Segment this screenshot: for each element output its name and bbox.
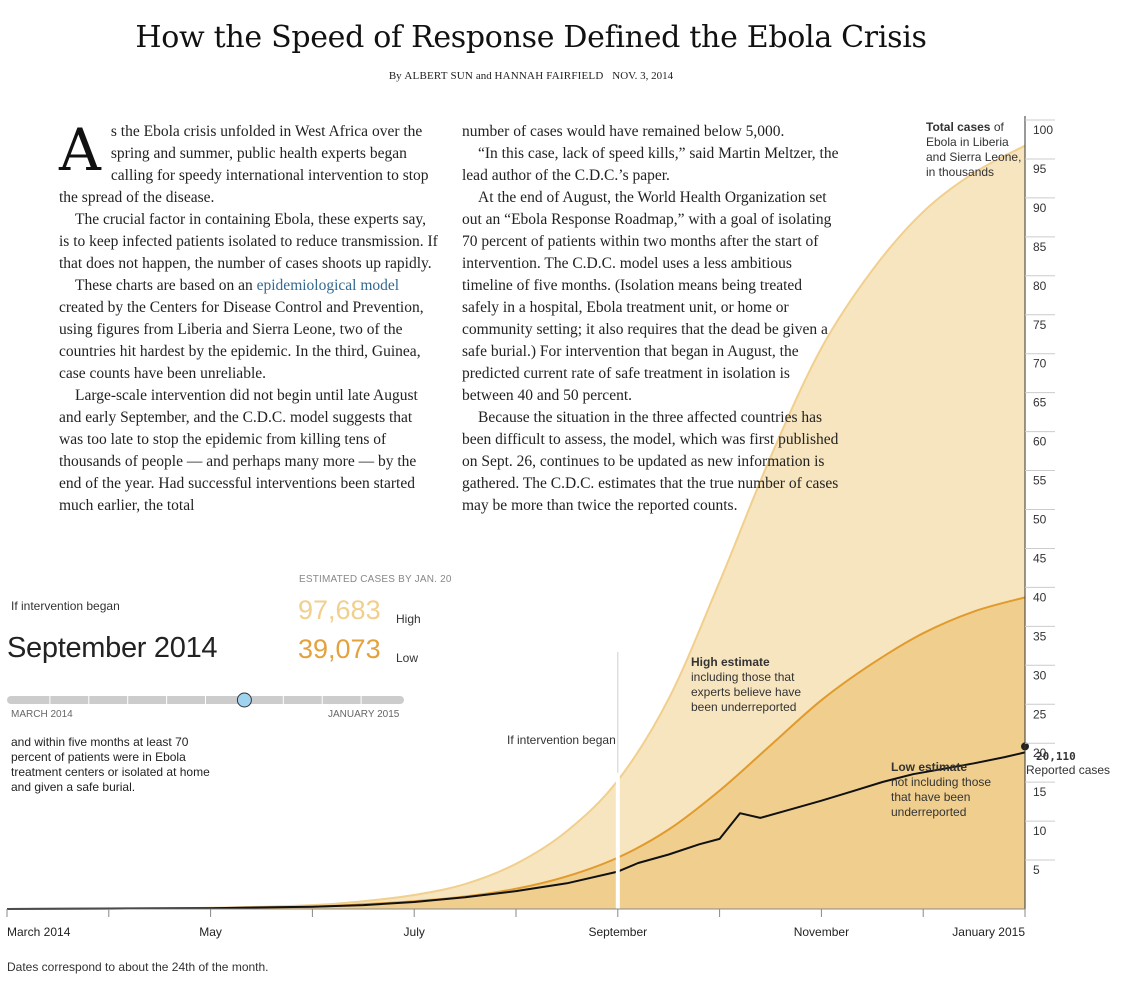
y-tick-label: 50 [1033, 513, 1047, 527]
page-title: How the Speed of Response Defined the Eb… [135, 20, 927, 55]
y-tick-label: 100 [1033, 123, 1053, 137]
article-text: created by the Centers for Disease Contr… [59, 299, 424, 382]
y-tick-label: 85 [1033, 240, 1047, 254]
estimate-header: ESTIMATED CASES BY JAN. 20 [299, 574, 452, 585]
byline-date: NOV. 3, 2014 [612, 70, 674, 82]
high-estimate-value: 97,683 [298, 595, 381, 625]
y-tick-label: 60 [1033, 435, 1047, 449]
slider-handle[interactable] [236, 692, 252, 708]
x-tick-label: September [588, 925, 647, 939]
x-tick-label: January 2015 [952, 925, 1025, 939]
article-column-2: number of cases would have remained belo… [462, 121, 842, 517]
low-estimate-annotation: Low estimate not including those that ha… [891, 760, 1011, 820]
x-tick-label: November [794, 925, 849, 939]
y-tick-label: 15 [1033, 785, 1047, 799]
byline-prefix: By [388, 70, 402, 82]
y-tick-label: 25 [1033, 707, 1047, 721]
y-tick-label: 80 [1033, 279, 1047, 293]
low-estimate-series-name: Low estimate [891, 760, 968, 774]
month-slider[interactable] [7, 692, 404, 708]
y-tick-label: 5 [1033, 863, 1040, 877]
y-tick-label: 30 [1033, 668, 1047, 682]
y-tick-label: 35 [1033, 629, 1047, 643]
article-text: These charts are based on an [75, 277, 257, 294]
article-paragraph: Because the situation in the three affec… [462, 409, 839, 514]
y-tick-label: 65 [1033, 396, 1047, 410]
reported-cases-label: Reported cases [1026, 763, 1111, 777]
x-tick-label: July [404, 925, 425, 939]
reported-cases-endpoint [1021, 742, 1029, 751]
byline: By Albert Sun and Hannah Fairfield NOV. … [0, 70, 1062, 82]
y-tick-label: 40 [1033, 590, 1047, 604]
low-estimate-label: Low [396, 651, 419, 665]
byline-and: and [475, 70, 492, 82]
reported-cases-value: 20,110 [1036, 750, 1076, 763]
y-tick-label: 70 [1033, 357, 1047, 371]
y-tick-label: 10 [1033, 824, 1047, 838]
article-paragraph: number of cases would have remained belo… [462, 123, 785, 140]
byline-author-1: Albert Sun [404, 70, 474, 82]
high-estimate-series-name: High estimate [691, 655, 770, 669]
high-estimate-label: High [396, 612, 421, 626]
y-axis-title: Total cases of Ebola in Liberia and Sier… [926, 120, 1026, 180]
article-paragraph: These charts are based on an epidemiolog… [59, 275, 439, 385]
epidemiological-model-link[interactable]: epidemiological model [256, 277, 400, 294]
y-tick-label: 55 [1033, 474, 1047, 488]
y-tick-label: 90 [1033, 201, 1047, 215]
condition-text: and within five months at least 70 perce… [11, 735, 210, 794]
slider-start-label: MARCH 2014 [11, 709, 73, 720]
drop-cap: A [59, 116, 101, 184]
y-tick-label: 45 [1033, 551, 1047, 565]
high-estimate-annotation: High estimate including those that exper… [691, 655, 821, 715]
selected-month: September 2014 [7, 632, 218, 664]
article-paragraph: At the end of August, the World Health O… [462, 189, 832, 404]
slider-end-label: JANUARY 2015 [328, 709, 400, 720]
y-axis-title-bold: Total cases [926, 120, 991, 134]
article-paragraph: “In this case, lack of speed kills,” sai… [462, 145, 839, 184]
y-axis-title-rest: of Ebola in Liberia and Sierra Leone, in… [926, 120, 1022, 179]
article-text: s the Ebola crisis unfolded in West Afri… [59, 123, 429, 206]
article-paragraph: Large-scale intervention did not begin u… [59, 387, 418, 514]
low-estimate-note: not including those that have been under… [891, 775, 992, 819]
low-estimate-value: 39,073 [298, 634, 381, 664]
x-tick-label: March 2014 [7, 925, 71, 939]
intervention-marker-label: If intervention began [507, 733, 616, 747]
x-axis: March 2014 May July September November Januar… [6, 908, 1026, 939]
y-tick-label: 75 [1033, 318, 1047, 332]
byline-author-2: Hannah Fairfield [494, 70, 604, 82]
footnote: Dates correspond to about the 24th of th… [7, 960, 269, 974]
x-tick-label: May [199, 925, 222, 939]
article-paragraph: The crucial factor in containing Ebola, … [59, 211, 438, 272]
intervention-label: If intervention began [11, 599, 120, 613]
y-tick-label: 95 [1033, 162, 1047, 176]
high-estimate-note: including those that experts believe hav… [691, 670, 802, 714]
